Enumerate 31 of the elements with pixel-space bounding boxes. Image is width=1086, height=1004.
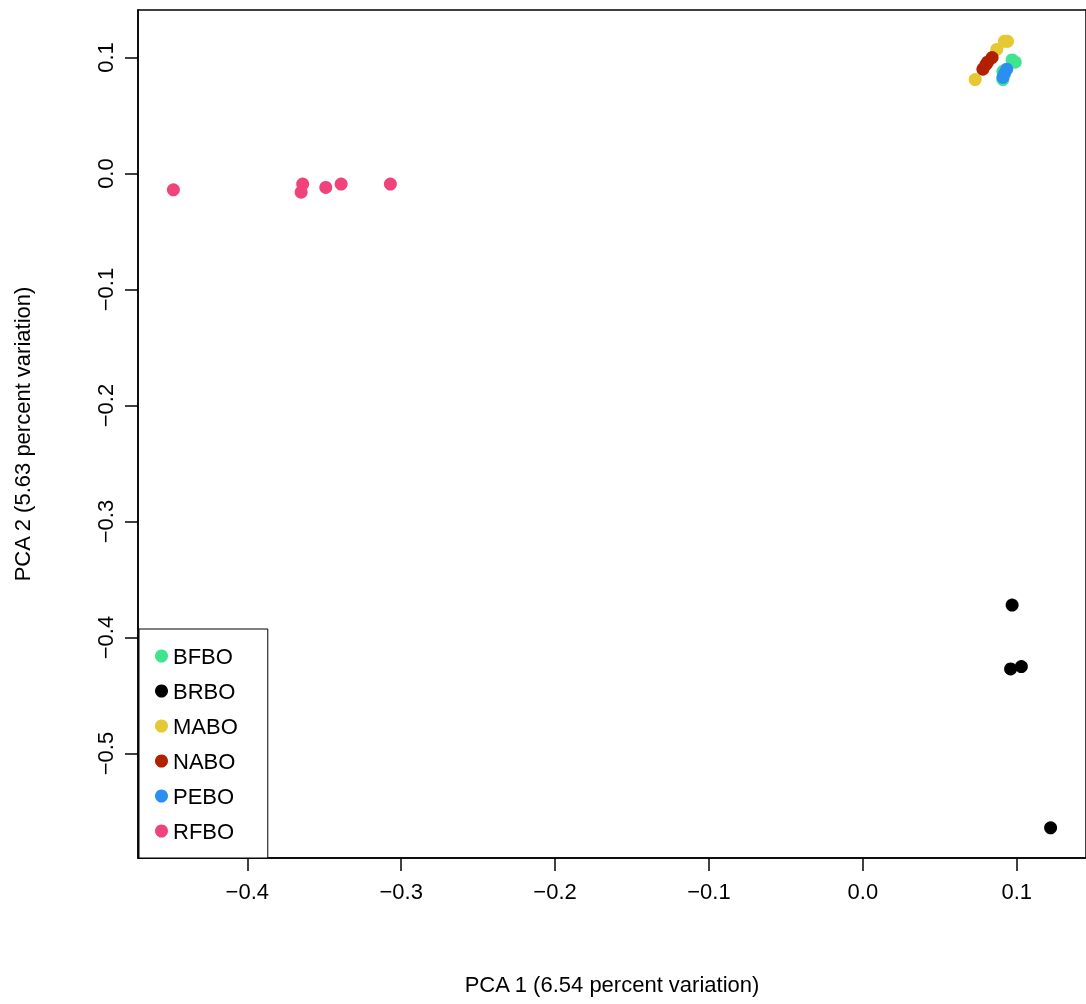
point bbox=[1004, 662, 1018, 676]
x-axis-title: PCA 1 (6.54 percent variation) bbox=[464, 971, 760, 997]
y-tick-label: 0.1 bbox=[92, 42, 118, 73]
y-tick-label: 0.0 bbox=[92, 158, 118, 189]
point bbox=[294, 185, 308, 199]
x-tick-label: −0.1 bbox=[687, 878, 731, 904]
point bbox=[334, 177, 348, 191]
legend-label: MABO bbox=[173, 713, 238, 739]
point bbox=[1005, 598, 1019, 612]
x-tick-label: 0.0 bbox=[847, 878, 879, 904]
y-tick-label: −0.5 bbox=[92, 731, 118, 776]
y-axis-title: PCA 2 (5.63 percent variation) bbox=[9, 286, 35, 582]
x-tick-label: −0.2 bbox=[533, 878, 577, 904]
legend-label: PEBO bbox=[173, 783, 235, 809]
point bbox=[968, 73, 982, 87]
point bbox=[1044, 821, 1058, 835]
y-tick-label: −0.1 bbox=[92, 267, 118, 312]
y-tick-label: −0.3 bbox=[92, 499, 118, 544]
legend-label: NABO bbox=[173, 748, 236, 774]
y-tick-label: −0.4 bbox=[92, 615, 118, 660]
x-tick-label: −0.3 bbox=[379, 878, 423, 904]
point bbox=[319, 180, 333, 194]
y-tick-label: −0.2 bbox=[92, 383, 118, 428]
legend-label: RFBO bbox=[173, 818, 235, 844]
legend-label: BFBO bbox=[173, 643, 233, 669]
x-tick-label: −0.4 bbox=[225, 878, 269, 904]
point bbox=[1014, 660, 1028, 674]
point bbox=[166, 183, 180, 197]
point bbox=[383, 177, 397, 191]
x-tick-label: 0.1 bbox=[1001, 878, 1033, 904]
legend-label: BRBO bbox=[173, 678, 236, 704]
